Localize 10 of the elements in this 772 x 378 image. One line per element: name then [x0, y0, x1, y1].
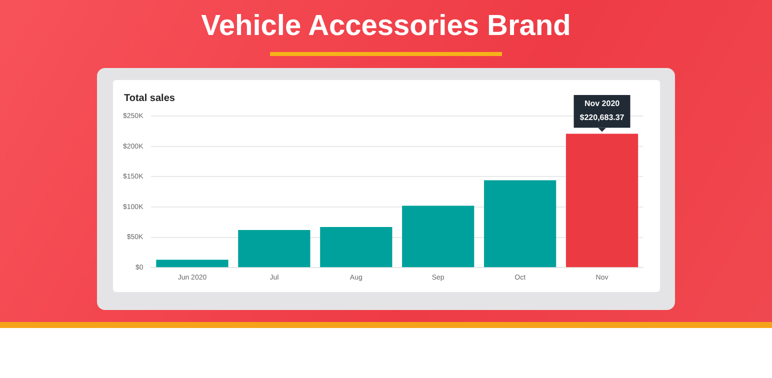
bar: [156, 260, 228, 268]
bar: [402, 206, 474, 268]
chart-title: Vehicle Accessories Brand: [200, 10, 572, 43]
bar: [566, 134, 638, 268]
bar: [320, 226, 392, 268]
chart-subtitle: Total sales: [124, 93, 175, 104]
bar: [484, 180, 556, 268]
data-label: $220,683.37: [580, 112, 625, 122]
bar: [238, 230, 310, 268]
text: Nov 2020: [584, 98, 620, 108]
